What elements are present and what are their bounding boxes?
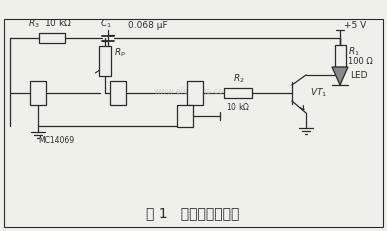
Text: www.elecfans.com: www.elecfans.com <box>154 86 232 95</box>
Text: $G_{\rm A}$: $G_{\rm A}$ <box>33 83 46 95</box>
Text: $G_{\rm D}$: $G_{\rm D}$ <box>179 107 193 119</box>
Text: $R_{\rm P}$: $R_{\rm P}$ <box>114 46 126 59</box>
Text: $C_1$: $C_1$ <box>100 18 112 30</box>
Polygon shape <box>332 67 348 85</box>
Text: 100 Ω: 100 Ω <box>348 58 373 67</box>
Text: $R_2$: $R_2$ <box>233 73 245 85</box>
Text: 10 k$\Omega$: 10 k$\Omega$ <box>226 101 250 112</box>
Text: LED: LED <box>350 72 368 80</box>
Bar <box>110 81 126 105</box>
Text: MC14069: MC14069 <box>38 136 74 145</box>
Text: 0.068 μF: 0.068 μF <box>128 21 168 30</box>
Text: 图 1   红外线驱动电路: 图 1 红外线驱动电路 <box>146 206 240 220</box>
Bar <box>334 45 346 67</box>
Bar <box>187 81 203 105</box>
Text: $VT_1$: $VT_1$ <box>310 87 327 99</box>
Bar <box>99 46 111 76</box>
Text: $G_{\rm C}$: $G_{\rm C}$ <box>190 83 202 95</box>
Bar <box>177 105 193 127</box>
Text: $G_{\rm B}$: $G_{\rm B}$ <box>113 83 125 95</box>
Bar <box>30 81 46 105</box>
Text: $R_3$  10 k$\Omega$: $R_3$ 10 k$\Omega$ <box>28 18 72 30</box>
Text: $R_1$: $R_1$ <box>348 46 360 58</box>
Bar <box>224 88 252 98</box>
Bar <box>39 33 65 43</box>
Text: +5 V: +5 V <box>344 21 366 30</box>
